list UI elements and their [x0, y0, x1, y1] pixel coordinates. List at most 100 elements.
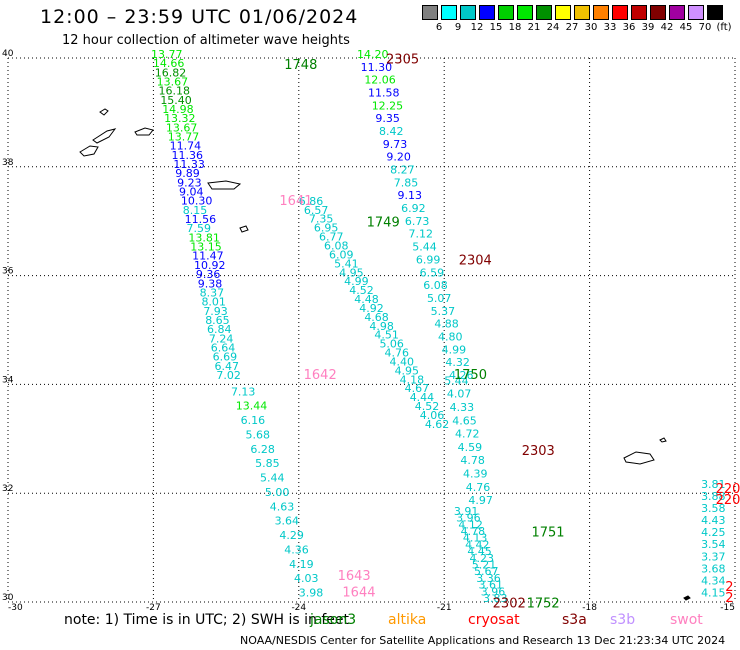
wave-height-value: 14.20 — [357, 48, 389, 61]
map-title: 12:00 – 23:59 UTC 01/06/2024 — [40, 6, 359, 28]
legend-swatch — [441, 5, 457, 20]
wave-height-value: 4.12 — [458, 518, 483, 531]
wave-height-value: 6.16 — [241, 414, 266, 427]
wave-height-value: 4.19 — [289, 558, 314, 571]
wave-height-value: 7.85 — [394, 176, 419, 189]
lat-tick-label: 38 — [2, 158, 14, 168]
legend-label: 45 — [679, 22, 693, 33]
pass-label: 1749 — [367, 216, 400, 231]
wave-height-value: 6.57 — [304, 204, 329, 217]
lon-tick-label: -21 — [437, 603, 452, 613]
legend-label: 24 — [546, 22, 560, 33]
wave-height-value: 3.37 — [701, 550, 726, 563]
legend-swatch — [422, 5, 438, 20]
pass-label: 2303 — [522, 444, 555, 459]
wave-height-value: 9.89 — [175, 167, 200, 180]
wave-height-value: 5.00 — [265, 486, 290, 499]
wave-height-value: 4.88 — [434, 318, 459, 331]
legend-swatch — [498, 5, 514, 20]
wave-height-value: 4.65 — [452, 414, 477, 427]
wave-height-value: 6.73 — [405, 215, 430, 228]
pass-label: 2302 — [493, 596, 526, 611]
pass-label: 1751 — [531, 526, 564, 541]
pass-labels: 1748 2305 1641 1749 2304 1642 1750 2303 1751 1643… — [279, 52, 740, 611]
legend-label: 18 — [508, 22, 522, 33]
wave-height-value: 4.40 — [390, 355, 415, 368]
legend-swatch — [593, 5, 609, 20]
wave-height-value: 13.67 — [166, 121, 198, 134]
wave-height-value: 6.95 — [314, 222, 339, 235]
legend-label: 33 — [603, 22, 617, 33]
legend-label: 15 — [489, 22, 503, 33]
wave-height-value: 4.18 — [400, 373, 425, 386]
wave-height-value: 13.81 — [188, 231, 220, 244]
wave-height-value: 5.67 — [474, 565, 499, 578]
lat-tick-label: 34 — [2, 375, 14, 385]
wave-height-value: 4.15 — [701, 587, 726, 600]
wave-height-value: 4.67 — [405, 382, 430, 395]
legend-swatch — [650, 5, 666, 20]
legend-label: 27 — [565, 22, 579, 33]
wave-height-value: 7.24 — [209, 332, 234, 345]
wave-height-value: 5.06 — [379, 338, 404, 351]
wave-height-value: 13.77 — [168, 131, 200, 144]
wave-height-tracks: 13.7714.6616.8213.6716.1815.4014.9813.32… — [151, 48, 726, 605]
wave-height-value: 8.65 — [205, 314, 230, 327]
wave-height-value: 4.23 — [470, 552, 495, 565]
wave-height-value: 4.95 — [339, 266, 364, 279]
wave-height-value: 11.33 — [173, 158, 205, 171]
wave-height-value: 9.36 — [196, 268, 221, 281]
wave-height-value: 4.25 — [701, 526, 726, 539]
wave-height-value: 16.82 — [155, 66, 187, 79]
pass-label: 2305 — [386, 52, 419, 67]
pass-label: 2304 — [459, 254, 492, 269]
wave-height-value: 5.07 — [427, 292, 452, 305]
wave-height-value: 8.42 — [379, 125, 404, 138]
wave-height-value: 13.32 — [164, 112, 196, 125]
wave-height-value: 4.78 — [460, 454, 485, 467]
legend-label: 21 — [527, 22, 541, 33]
wave-height-value: 4.13 — [463, 532, 488, 545]
wave-height-value: 6.08 — [423, 279, 448, 292]
wave-height-value: 4.06 — [420, 409, 445, 422]
lon-tick-label: -15 — [720, 603, 735, 613]
wave-height-value: 4.39 — [463, 467, 488, 480]
wave-height-value: 5.41 — [334, 257, 359, 270]
pass-label: 1641 — [279, 194, 312, 209]
wave-height-value: 10.30 — [181, 195, 213, 208]
wave-height-value: 3.83 — [483, 592, 508, 605]
wave-height-value: 4.99 — [344, 275, 369, 288]
wave-height-value: 3.36 — [476, 572, 501, 585]
wave-height-value: 16.18 — [158, 85, 190, 98]
wave-height-value: 5.21 — [472, 559, 497, 572]
wave-height-value: 11.58 — [368, 87, 400, 100]
satellite-name-altika: altika — [388, 612, 427, 628]
wave-height-value: 4.07 — [447, 388, 472, 401]
wave-height-value: 7.02 — [216, 369, 241, 382]
wave-height-value: 4.32 — [445, 356, 470, 369]
wave-height-value: 11.74 — [170, 140, 202, 153]
wave-height-value: 8.37 — [200, 286, 225, 299]
pass-label: 2 — [725, 591, 733, 606]
lon-tick-label: -24 — [291, 603, 306, 613]
wave-height-value: 11.56 — [185, 213, 217, 226]
lon-tick-label: -18 — [582, 603, 597, 613]
footer-credit: NOAA/NESDIS Center for Satellite Applica… — [240, 634, 726, 647]
wave-height-value: 4.72 — [455, 428, 480, 441]
note-text: note: 1) Time is in UTC; 2) SWH is in fe… — [64, 612, 350, 628]
pass-label: 1643 — [338, 569, 371, 584]
legend-swatch — [517, 5, 533, 20]
legend-swatch — [631, 5, 647, 20]
wave-height-value: 5.44 — [412, 241, 437, 254]
wave-height-value: 6.69 — [213, 351, 238, 364]
wave-height-value: 15.40 — [160, 94, 192, 107]
wave-height-value: 4.48 — [354, 293, 379, 306]
wave-height-value: 13.15 — [190, 241, 222, 254]
wave-height-value: 13.67 — [157, 76, 189, 89]
wave-height-value: 3.68 — [701, 562, 726, 575]
wave-height-value: 3.96 — [456, 512, 481, 525]
wave-height-value: 11.30 — [361, 61, 393, 74]
madeira-island — [683, 595, 691, 601]
wave-height-value: 6.47 — [215, 360, 240, 373]
lat-tick-label: 36 — [2, 267, 14, 277]
